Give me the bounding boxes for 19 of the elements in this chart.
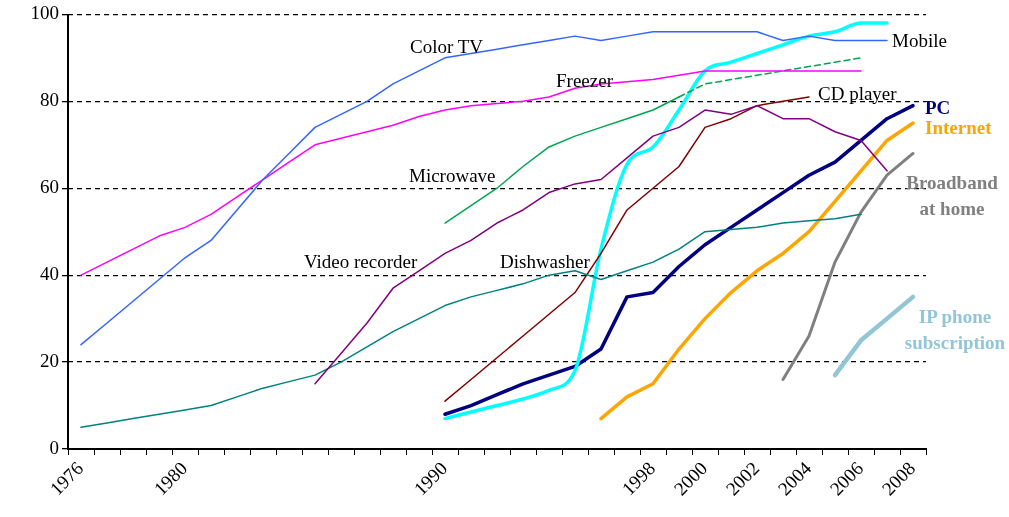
y-tick-label: 0 (49, 436, 59, 458)
y-tick-label: 40 (40, 263, 59, 285)
x-tick-label: 1990 (409, 457, 452, 500)
y-tick-label: 60 (40, 176, 59, 198)
series-label: Broadband at home (906, 171, 999, 219)
series-label: Microwave (409, 164, 496, 186)
x-tick-label: 1980 (149, 457, 192, 500)
y-tick-label: 80 (40, 89, 59, 111)
series-label: PC (925, 96, 951, 118)
series-label: Dishwasher (500, 250, 591, 272)
series-label: IP phone subscription (904, 305, 1006, 353)
series-label: Freezer (556, 69, 614, 91)
series-label: Internet (925, 116, 993, 138)
y-tick-label: 100 (30, 2, 59, 24)
series-label: Color TV (410, 35, 484, 57)
y-tick-label: 20 (40, 350, 59, 372)
series-label: CD player (818, 82, 898, 104)
series-label: Video recorder (304, 250, 418, 272)
series-label: Mobile (892, 29, 947, 51)
